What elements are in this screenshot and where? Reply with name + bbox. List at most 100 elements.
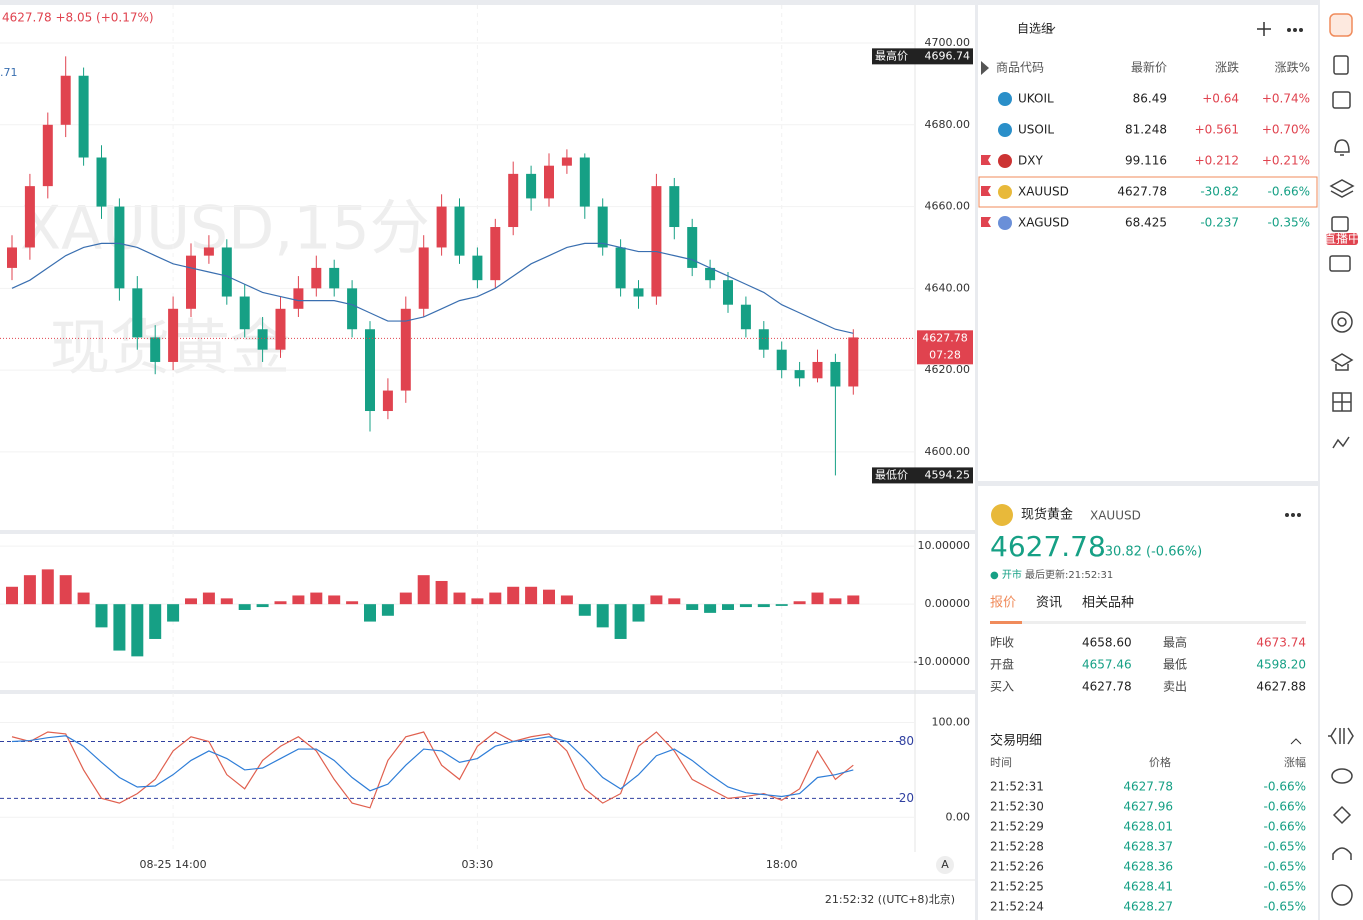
candle-body bbox=[168, 308, 179, 362]
selected-row[interactable] bbox=[978, 176, 1318, 208]
candle-body bbox=[526, 173, 537, 199]
y-tick-label: 4700.00 bbox=[925, 36, 971, 49]
price: 81.248 bbox=[1125, 123, 1167, 137]
candle-body bbox=[723, 280, 733, 305]
candle-body bbox=[490, 227, 501, 281]
stat-label: 买入 bbox=[990, 680, 1014, 694]
ma-line bbox=[11, 242, 854, 334]
macd-bar bbox=[59, 575, 72, 605]
tab[interactable]: 报价 bbox=[990, 596, 1016, 611]
more-icon[interactable] bbox=[1287, 28, 1303, 32]
macd-bar bbox=[578, 604, 591, 616]
stat-label: 开盘 bbox=[990, 657, 1014, 672]
scale-button-bg[interactable] bbox=[936, 856, 954, 874]
live-badge-text: 直播中 bbox=[1324, 231, 1360, 246]
last-price-bg bbox=[917, 330, 973, 365]
detail-name: 现货黄金 bbox=[1021, 507, 1073, 523]
candle-body bbox=[347, 288, 358, 330]
price-tag-value: 4696.74 bbox=[925, 49, 971, 62]
tab[interactable]: 相关品种 bbox=[1082, 596, 1134, 611]
candle-body bbox=[60, 75, 71, 125]
trade-price: 4628.37 bbox=[1123, 840, 1173, 854]
candle-body bbox=[275, 308, 286, 350]
macd-bar bbox=[829, 598, 842, 605]
macd-bar bbox=[238, 604, 251, 610]
y-tick-label: 4600.00 bbox=[925, 445, 971, 458]
candle-body bbox=[633, 288, 644, 297]
trade-time: 21:52:29 bbox=[990, 820, 1044, 834]
x-tick-label: 08-25 14:00 bbox=[140, 858, 207, 871]
macd-bar bbox=[453, 592, 466, 605]
candle-body bbox=[311, 267, 322, 289]
trade-column: 时间 bbox=[990, 756, 1012, 769]
tab-rail bbox=[990, 621, 1306, 624]
candle-body bbox=[436, 206, 447, 248]
macd-bar bbox=[95, 604, 108, 628]
change: +0.561 bbox=[1195, 123, 1239, 137]
trade-change: -0.66% bbox=[1264, 780, 1306, 794]
macd-bar bbox=[41, 569, 54, 605]
candle-body bbox=[203, 247, 214, 256]
kdj-level-label: 80 bbox=[899, 734, 914, 748]
trade-price: 4628.41 bbox=[1123, 880, 1173, 894]
candle-body bbox=[114, 206, 125, 289]
column-header: 最新价 bbox=[1131, 60, 1167, 75]
trade-price: 4628.27 bbox=[1123, 900, 1173, 914]
macd-bar bbox=[507, 586, 520, 605]
symbol[interactable]: XAGUSD bbox=[1018, 216, 1069, 230]
candle-body bbox=[7, 247, 17, 268]
trade-change: -0.65% bbox=[1264, 840, 1306, 854]
candle-body bbox=[132, 288, 143, 338]
candle-body bbox=[454, 206, 465, 256]
macd-bar bbox=[722, 604, 734, 610]
candle-body bbox=[848, 337, 859, 387]
candle-body bbox=[508, 173, 519, 228]
candle-body bbox=[705, 267, 716, 281]
candle-body bbox=[472, 255, 483, 281]
candle-body bbox=[579, 157, 590, 207]
macd-bar bbox=[489, 592, 502, 605]
column-header: 商品代码 bbox=[996, 60, 1044, 75]
macd-bar bbox=[131, 604, 144, 657]
macd-bar bbox=[220, 598, 233, 605]
macd-bar bbox=[686, 604, 699, 610]
trade-change: -0.66% bbox=[1264, 800, 1306, 814]
macd-bar bbox=[346, 601, 359, 605]
watchlist-title[interactable]: 自选组 bbox=[1017, 22, 1053, 36]
trade-time: 21:52:28 bbox=[990, 840, 1044, 854]
macd-bar bbox=[113, 604, 126, 651]
dropdown-icon[interactable] bbox=[1046, 26, 1056, 32]
add-icon[interactable] bbox=[1257, 22, 1271, 36]
kdj-line bbox=[11, 731, 854, 809]
macd-bar bbox=[811, 592, 824, 605]
trade-time: 21:52:26 bbox=[990, 860, 1044, 874]
collapse-icon[interactable] bbox=[981, 61, 989, 75]
candle-body bbox=[400, 308, 411, 391]
more-icon[interactable] bbox=[1285, 513, 1301, 517]
trade-time: 21:52:31 bbox=[990, 780, 1044, 794]
candle-body bbox=[293, 288, 304, 309]
macd-bar bbox=[650, 595, 663, 605]
candle-body bbox=[669, 186, 680, 228]
detail-symbol: XAUUSD bbox=[1090, 509, 1141, 523]
candle-body bbox=[382, 390, 393, 412]
macd-bar bbox=[435, 580, 448, 605]
stat-label: 最低 bbox=[1163, 658, 1187, 672]
price: 99.116 bbox=[1125, 154, 1167, 168]
trade-price: 4627.96 bbox=[1123, 800, 1173, 814]
stat-value: 4658.60 bbox=[1082, 636, 1132, 650]
collapse-icon[interactable] bbox=[1290, 738, 1302, 745]
tab[interactable]: 资讯 bbox=[1036, 596, 1062, 611]
symbol[interactable]: USOIL bbox=[1018, 123, 1054, 137]
symbol[interactable]: DXY bbox=[1018, 154, 1043, 168]
scale-button[interactable]: A bbox=[941, 858, 949, 871]
sidebar-icons[interactable] bbox=[1328, 13, 1355, 906]
symbol[interactable]: XAUUSD bbox=[1018, 185, 1069, 199]
trade-price: 4627.78 bbox=[1123, 780, 1173, 794]
macd-bar bbox=[668, 598, 681, 605]
symbol[interactable]: UKOIL bbox=[1018, 92, 1054, 106]
candle-body bbox=[794, 370, 805, 379]
candle-body bbox=[561, 157, 572, 166]
x-tick-label: 03:30 bbox=[462, 858, 494, 871]
flag bbox=[981, 217, 991, 227]
